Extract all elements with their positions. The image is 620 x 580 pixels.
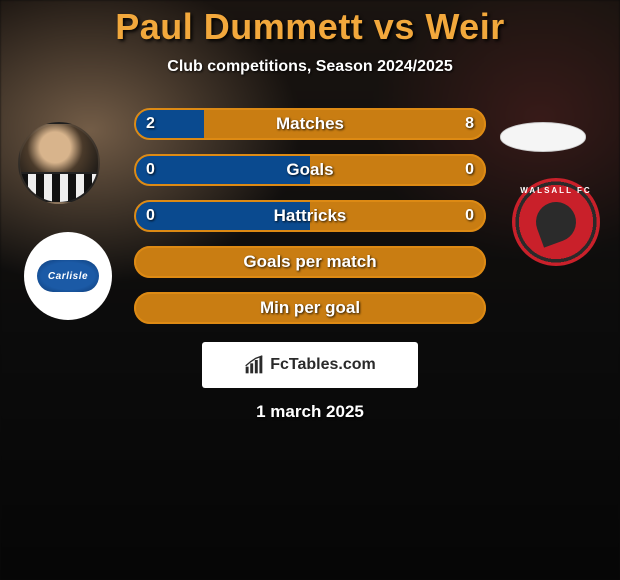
player-left-avatar (18, 122, 100, 204)
bar-fill-right (310, 154, 486, 186)
stat-bar: Min per goal (134, 292, 486, 324)
brand-text: FcTables.com (270, 356, 376, 374)
stat-bar: 2 8 Matches (134, 108, 486, 140)
subtitle: Club competitions, Season 2024/2025 (0, 58, 620, 76)
stat-value-left: 0 (146, 207, 155, 225)
page-title: Paul Dummett vs Weir (0, 6, 620, 48)
date-label: 1 march 2025 (0, 402, 620, 422)
stats-bars: 2 8 Matches 0 0 Goals 0 0 Hattricks Goals per mat… (134, 108, 486, 324)
brand-chart-icon (244, 355, 264, 375)
club-right-ring-text: WALSALL FC (520, 186, 591, 195)
stat-bar: 0 0 Goals (134, 154, 486, 186)
stat-value-left: 2 (146, 115, 155, 133)
stat-bar: 0 0 Hattricks (134, 200, 486, 232)
player-right-avatar (500, 122, 586, 152)
stat-value-right: 0 (465, 161, 474, 179)
stat-label: Goals (286, 160, 333, 180)
brand-box: FcTables.com (202, 342, 418, 388)
bar-fill-right (204, 108, 486, 140)
bar-fill-left (134, 108, 204, 140)
stat-label: Goals per match (243, 252, 376, 272)
club-right-badge: WALSALL FC (512, 178, 600, 266)
comparison-card: Paul Dummett vs Weir Club competitions, … (0, 0, 620, 422)
stat-label: Min per goal (260, 298, 360, 318)
stat-value-left: 0 (146, 161, 155, 179)
stat-value-right: 0 (465, 207, 474, 225)
stat-bar: Goals per match (134, 246, 486, 278)
stat-label: Matches (276, 114, 344, 134)
bar-fill-left (134, 154, 310, 186)
stat-value-right: 8 (465, 115, 474, 133)
club-left-badge: Carlisle (24, 232, 112, 320)
club-left-badge-text: Carlisle (37, 260, 99, 292)
stat-label: Hattricks (274, 206, 347, 226)
